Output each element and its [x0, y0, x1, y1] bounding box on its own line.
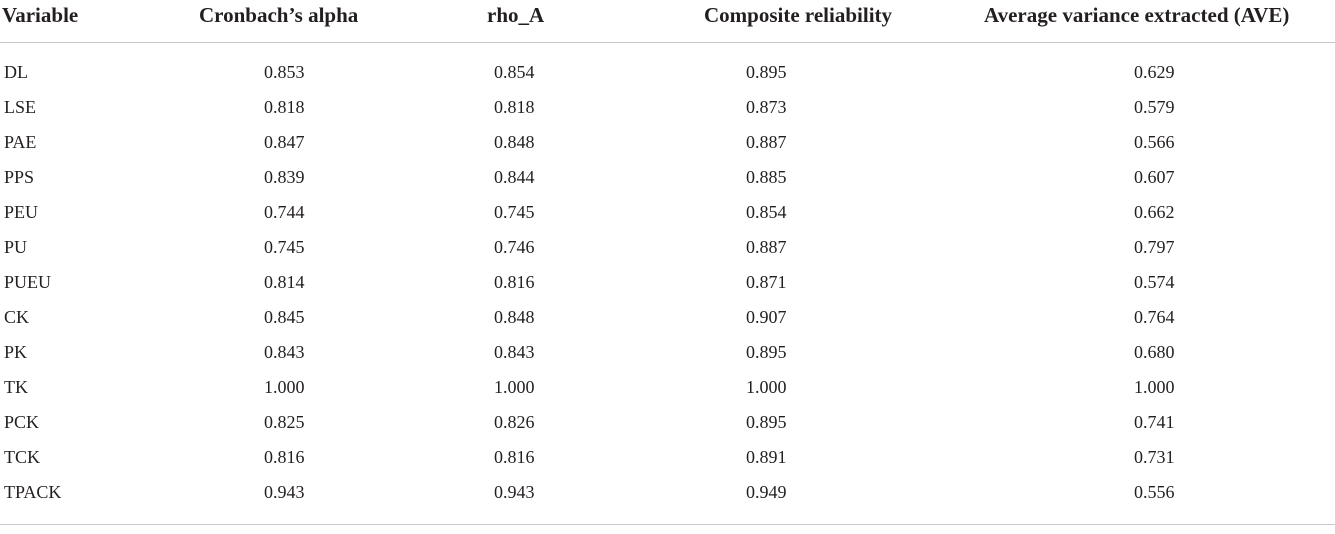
cell-ave: 1.000 — [1134, 377, 1175, 397]
header-ave: Average variance extracted (AVE) — [937, 0, 1335, 43]
table-row: LSE 0.818 0.818 0.873 0.579 — [0, 90, 1335, 125]
cell-rho: 0.843 — [494, 342, 535, 362]
cell-variable: PPS — [4, 167, 35, 187]
cell-variable: LSE — [4, 97, 37, 117]
cell-ave: 0.680 — [1134, 342, 1175, 362]
table-row: PAE 0.847 0.848 0.887 0.566 — [0, 125, 1335, 160]
cell-variable: PUEU — [4, 272, 52, 292]
cell-cr: 0.895 — [746, 62, 787, 82]
cell-alpha: 0.853 — [264, 62, 305, 82]
cell-cr: 0.887 — [746, 237, 787, 257]
cell-variable: TCK — [4, 447, 40, 467]
cell-alpha: 0.816 — [264, 447, 305, 467]
cell-variable: PU — [4, 237, 28, 257]
cell-alpha: 0.847 — [264, 132, 305, 152]
cell-alpha: 0.818 — [264, 97, 305, 117]
cell-variable: PEU — [4, 202, 39, 222]
table-row: TK 1.000 1.000 1.000 1.000 — [0, 370, 1335, 405]
cell-variable: DL — [4, 62, 28, 82]
table-row: CK 0.845 0.848 0.907 0.764 — [0, 300, 1335, 335]
cell-variable: TK — [4, 377, 28, 397]
cell-alpha: 0.745 — [264, 237, 305, 257]
table-row: PCK 0.825 0.826 0.895 0.741 — [0, 405, 1335, 440]
cell-cr: 0.873 — [746, 97, 787, 117]
header-row: Variable Cronbach’s alpha rho_A Composit… — [0, 0, 1335, 43]
table-row: TCK 0.816 0.816 0.891 0.731 — [0, 440, 1335, 475]
cell-cr: 0.854 — [746, 202, 787, 222]
cell-cr: 0.871 — [746, 272, 787, 292]
table-header: Variable Cronbach’s alpha rho_A Composit… — [0, 0, 1335, 43]
table-body: DL 0.853 0.854 0.895 0.629 LSE 0.818 0.8… — [0, 43, 1335, 525]
cell-alpha: 1.000 — [264, 377, 305, 397]
header-variable: Variable — [0, 0, 185, 43]
cell-cr: 0.949 — [746, 482, 787, 502]
cell-rho: 0.816 — [494, 272, 535, 292]
cell-ave: 0.607 — [1134, 167, 1175, 187]
cell-rho: 0.854 — [494, 62, 535, 82]
table-row: PPS 0.839 0.844 0.885 0.607 — [0, 160, 1335, 195]
table-row: PEU 0.744 0.745 0.854 0.662 — [0, 195, 1335, 230]
cell-variable: CK — [4, 307, 30, 327]
cell-rho: 0.826 — [494, 412, 535, 432]
cell-rho: 0.848 — [494, 307, 535, 327]
table-row: PK 0.843 0.843 0.895 0.680 — [0, 335, 1335, 370]
cell-rho: 0.818 — [494, 97, 535, 117]
cell-alpha: 0.814 — [264, 272, 305, 292]
cell-variable: PCK — [4, 412, 40, 432]
cell-rho: 0.943 — [494, 482, 535, 502]
cell-variable: PK — [4, 342, 28, 362]
table-row: TPACK 0.943 0.943 0.949 0.556 — [0, 475, 1335, 525]
cell-ave: 0.662 — [1134, 202, 1175, 222]
cell-cr: 0.907 — [746, 307, 787, 327]
cell-rho: 0.848 — [494, 132, 535, 152]
cell-variable: PAE — [4, 132, 37, 152]
table-row: DL 0.853 0.854 0.895 0.629 — [0, 43, 1335, 91]
cell-cr: 0.887 — [746, 132, 787, 152]
cell-alpha: 0.839 — [264, 167, 305, 187]
cell-ave: 0.797 — [1134, 237, 1175, 257]
table-row: PUEU 0.814 0.816 0.871 0.574 — [0, 265, 1335, 300]
header-composite-reliability: Composite reliability — [647, 0, 937, 43]
cell-ave: 0.579 — [1134, 97, 1175, 117]
cell-rho: 0.746 — [494, 237, 535, 257]
cell-ave: 0.629 — [1134, 62, 1175, 82]
cell-alpha: 0.744 — [264, 202, 305, 222]
cell-alpha: 0.943 — [264, 482, 305, 502]
cell-ave: 0.741 — [1134, 412, 1175, 432]
cell-cr: 0.895 — [746, 342, 787, 362]
cell-rho: 0.844 — [494, 167, 535, 187]
table-row: PU 0.745 0.746 0.887 0.797 — [0, 230, 1335, 265]
cell-variable: TPACK — [4, 482, 62, 502]
cell-ave: 0.764 — [1134, 307, 1175, 327]
cell-cr: 1.000 — [746, 377, 787, 397]
cell-cr: 0.891 — [746, 447, 787, 467]
cell-rho: 0.816 — [494, 447, 535, 467]
cell-ave: 0.566 — [1134, 132, 1175, 152]
cell-rho: 1.000 — [494, 377, 535, 397]
cell-ave: 0.556 — [1134, 482, 1175, 502]
cell-alpha: 0.825 — [264, 412, 305, 432]
cell-alpha: 0.845 — [264, 307, 305, 327]
cell-cr: 0.885 — [746, 167, 787, 187]
cell-ave: 0.731 — [1134, 447, 1175, 467]
header-cronbachs-alpha: Cronbach’s alpha — [185, 0, 395, 43]
cell-cr: 0.895 — [746, 412, 787, 432]
cell-rho: 0.745 — [494, 202, 535, 222]
header-rho-a: rho_A — [395, 0, 647, 43]
cell-alpha: 0.843 — [264, 342, 305, 362]
cell-ave: 0.574 — [1134, 272, 1175, 292]
